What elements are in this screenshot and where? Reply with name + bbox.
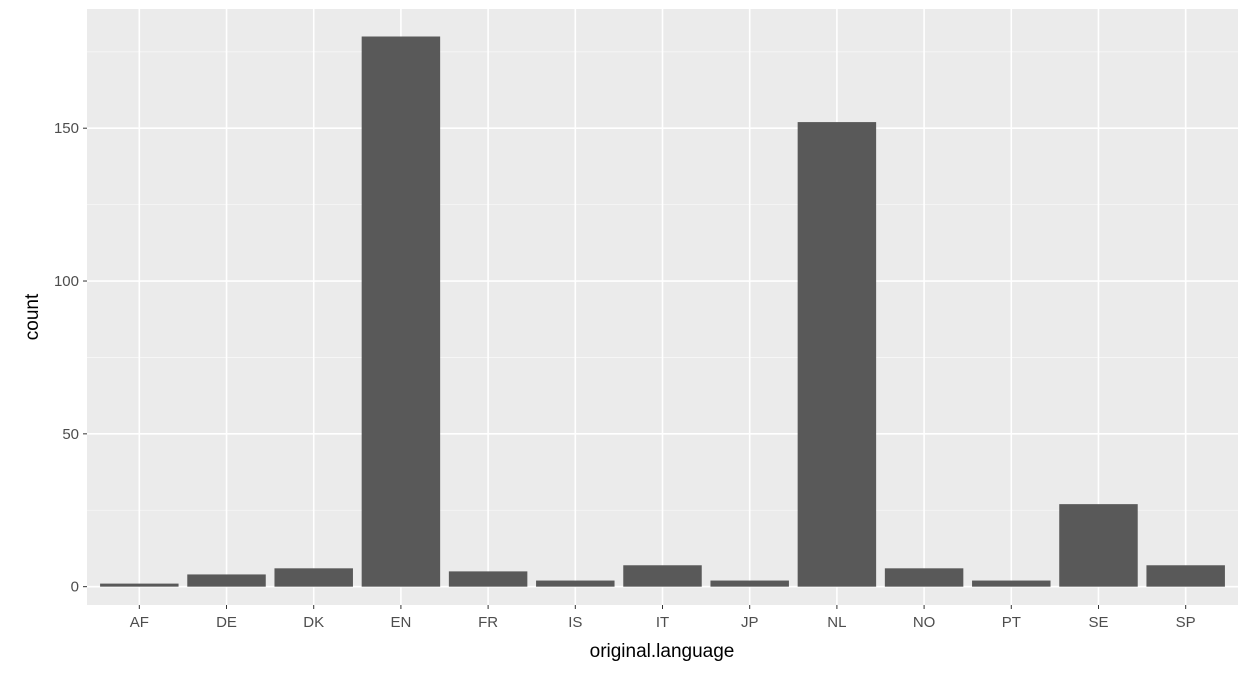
bar-is bbox=[536, 580, 615, 587]
bar-se bbox=[1059, 504, 1138, 587]
y-axis-ticks: 0 50 100 150 bbox=[54, 120, 87, 596]
x-tick-label: FR bbox=[478, 614, 498, 631]
x-tick-label: IT bbox=[656, 614, 669, 631]
x-tick-label: SE bbox=[1088, 614, 1108, 631]
x-tick-label: SP bbox=[1176, 614, 1196, 631]
bar-nl bbox=[797, 122, 877, 587]
x-tick-label: PT bbox=[1002, 614, 1021, 631]
y-tick-label: 150 bbox=[54, 120, 79, 137]
bar-dk bbox=[274, 568, 353, 587]
bar-it bbox=[623, 565, 702, 587]
y-tick-label: 0 bbox=[71, 579, 79, 596]
x-axis-title: original.language bbox=[590, 641, 735, 662]
bars bbox=[100, 36, 1225, 587]
bar-pt bbox=[972, 580, 1051, 587]
bar-no bbox=[884, 568, 964, 587]
x-tick-label: EN bbox=[390, 614, 411, 631]
y-tick-label: 50 bbox=[62, 426, 79, 443]
y-axis-title: count bbox=[22, 293, 43, 340]
bar-jp bbox=[710, 580, 789, 587]
x-tick-label: IS bbox=[568, 614, 582, 631]
x-tick-label: JP bbox=[741, 614, 759, 631]
x-tick-label: NL bbox=[827, 614, 846, 631]
bar-sp bbox=[1146, 565, 1225, 587]
y-tick-label: 100 bbox=[54, 273, 79, 290]
bar-de bbox=[187, 574, 266, 587]
x-tick-label: DK bbox=[303, 614, 324, 631]
x-tick-label: DE bbox=[216, 614, 237, 631]
x-tick-label: AF bbox=[130, 614, 149, 631]
x-axis-ticks: AF DE DK EN FR IS IT JP NL NO PT SE SP bbox=[130, 605, 1196, 631]
bar-fr bbox=[448, 571, 528, 587]
bar-af bbox=[100, 583, 179, 587]
x-tick-label: NO bbox=[913, 614, 936, 631]
bar-en bbox=[361, 36, 441, 587]
